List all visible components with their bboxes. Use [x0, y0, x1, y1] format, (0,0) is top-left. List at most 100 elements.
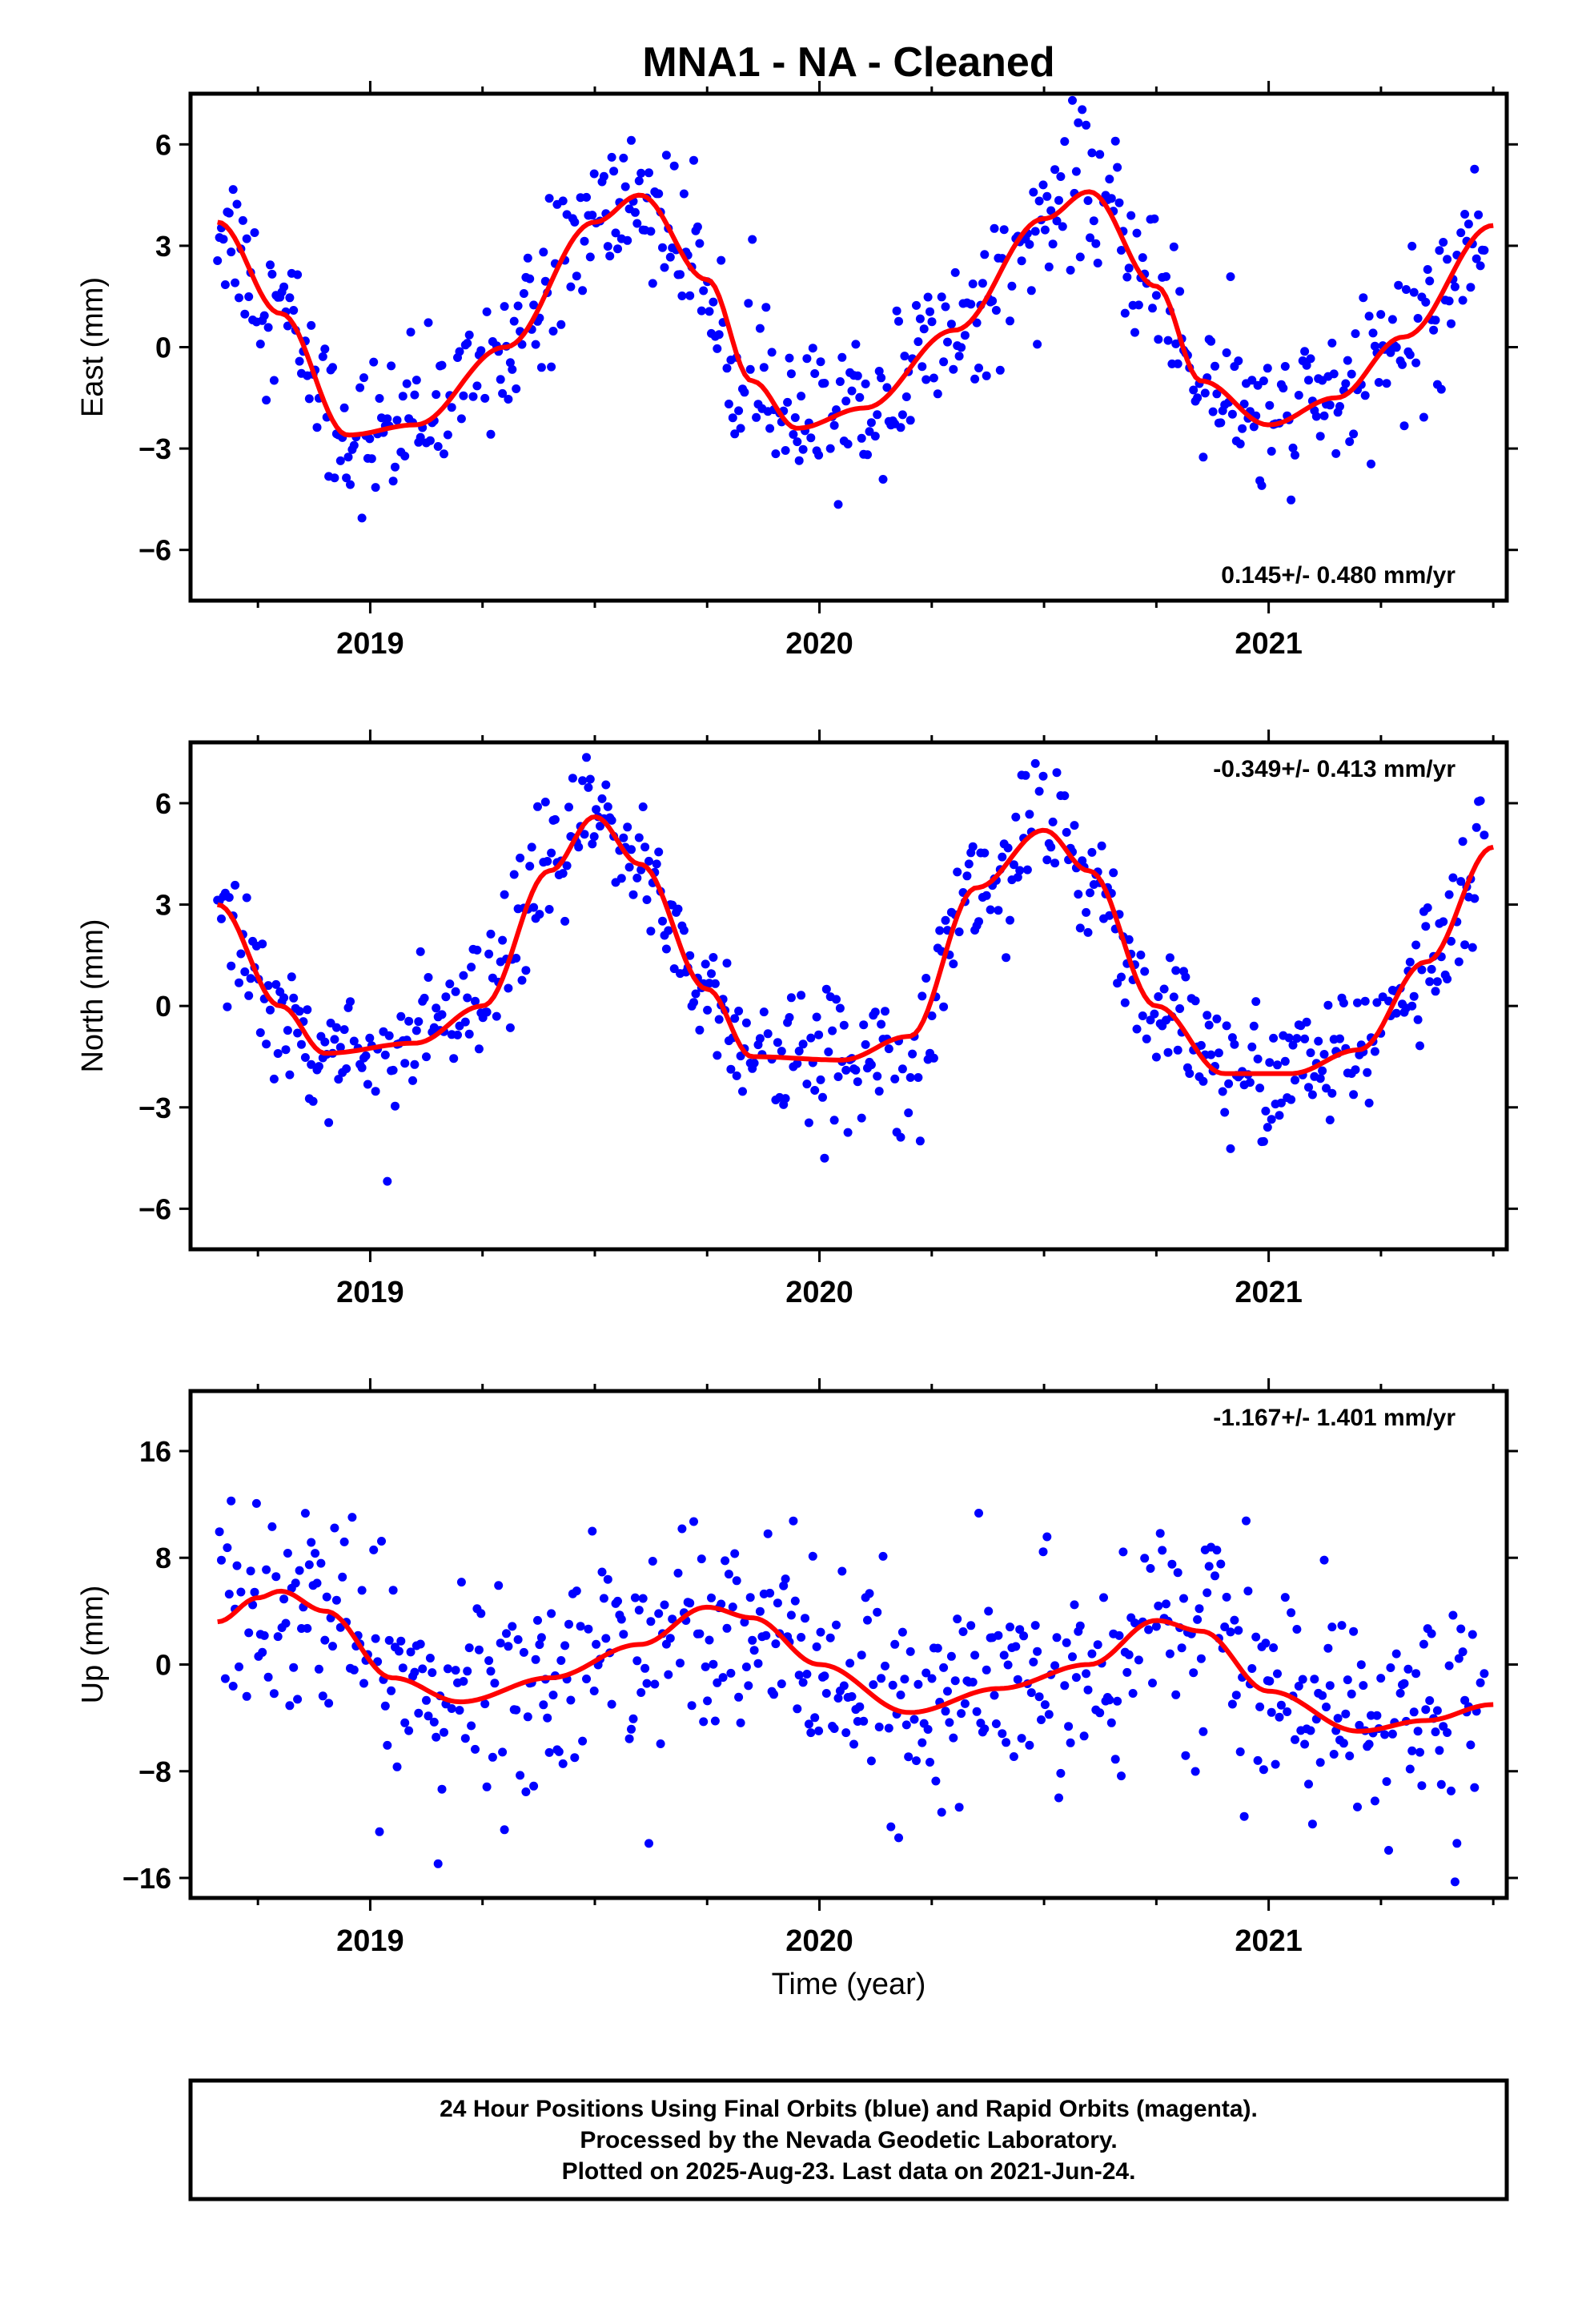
data-point [1454, 1654, 1464, 1663]
data-point [917, 362, 927, 372]
data-point [492, 1011, 501, 1021]
data-point [236, 949, 246, 959]
data-point [1033, 340, 1042, 349]
data-point [375, 394, 384, 403]
data-point [263, 981, 273, 991]
data-point [1432, 977, 1442, 987]
data-point [1046, 206, 1056, 215]
data-point [521, 1787, 531, 1796]
data-point [1322, 1703, 1331, 1711]
data-point [295, 1566, 304, 1575]
data-point [371, 483, 380, 493]
data-point [1476, 261, 1485, 271]
data-point [1007, 281, 1017, 291]
data-point [798, 1039, 808, 1049]
data-point [240, 967, 250, 976]
data-point [412, 376, 421, 385]
data-point [689, 1517, 698, 1526]
data-point [521, 966, 531, 975]
data-point [437, 360, 447, 370]
data-point [806, 1728, 816, 1738]
data-point [966, 300, 976, 309]
data-point [1460, 940, 1470, 950]
data-point [1075, 1621, 1085, 1630]
data-point [1026, 1688, 1036, 1698]
data-point [484, 949, 494, 959]
data-point [525, 274, 535, 283]
data-point [828, 1026, 837, 1035]
model-curve [217, 1588, 1494, 1734]
data-point [878, 1551, 888, 1561]
data-point [1327, 1622, 1337, 1632]
data-point [1216, 418, 1226, 428]
data-point [283, 321, 292, 331]
data-point [1025, 239, 1034, 249]
x-tick-label: 2019 [336, 1276, 404, 1309]
data-point [1292, 1034, 1302, 1043]
data-point [1189, 385, 1199, 395]
data-point [689, 998, 698, 1007]
data-point [1314, 1036, 1323, 1046]
data-point [1261, 1638, 1271, 1648]
data-point [605, 251, 615, 261]
data-point [447, 403, 456, 412]
data-point [1391, 1649, 1401, 1659]
data-point [901, 392, 911, 401]
data-point [307, 1059, 316, 1069]
data-point [1083, 1685, 1093, 1695]
data-point [523, 1712, 532, 1722]
data-point [1458, 296, 1468, 305]
data-point [954, 927, 964, 937]
data-point [500, 1825, 509, 1835]
data-point [251, 1498, 261, 1508]
data-point [634, 1606, 644, 1615]
data-point [644, 168, 653, 178]
data-point [874, 1087, 884, 1096]
data-point [904, 1752, 913, 1762]
data-point [1037, 1715, 1046, 1724]
data-point [1222, 1592, 1231, 1602]
data-point [921, 974, 931, 983]
data-point [1093, 259, 1102, 267]
data-point [471, 1744, 480, 1754]
data-point [676, 270, 685, 279]
data-point [1318, 1691, 1327, 1700]
data-point [312, 1578, 322, 1588]
data-point [519, 1647, 528, 1657]
data-point [1431, 316, 1440, 325]
data-point [816, 357, 825, 367]
data-point [1114, 198, 1124, 207]
data-point [1480, 1669, 1489, 1679]
panel-1: 6 3 0 −3 −6 2019 2020 2021 North (mm) -0.349+/- 0… [76, 730, 1518, 1309]
data-point [1150, 214, 1159, 223]
data-point [400, 1718, 410, 1727]
data-point [1387, 1729, 1397, 1739]
data-point [697, 1554, 706, 1564]
data-point [1372, 998, 1382, 1007]
data-point [490, 1679, 500, 1688]
data-point [832, 1620, 841, 1630]
data-point [1468, 1630, 1477, 1639]
data-point [1235, 1747, 1245, 1756]
data-point [769, 1690, 778, 1699]
data-point [263, 323, 273, 332]
data-point [1315, 1074, 1325, 1084]
data-point [797, 1633, 806, 1642]
data-point [512, 954, 521, 963]
data-point [273, 1049, 283, 1058]
data-point [1415, 1041, 1424, 1051]
data-point [498, 388, 508, 398]
data-point [1150, 1009, 1159, 1019]
data-point [263, 1672, 273, 1682]
data-point [816, 1075, 825, 1084]
data-point [894, 316, 903, 326]
data-point [1288, 443, 1298, 452]
data-point [685, 1598, 695, 1608]
data-point [482, 1782, 492, 1791]
data-point [1448, 873, 1458, 883]
data-point [467, 1721, 476, 1731]
data-point [841, 1728, 851, 1738]
data-point [1275, 1111, 1284, 1120]
data-point [845, 1659, 855, 1668]
data-point [400, 452, 410, 460]
